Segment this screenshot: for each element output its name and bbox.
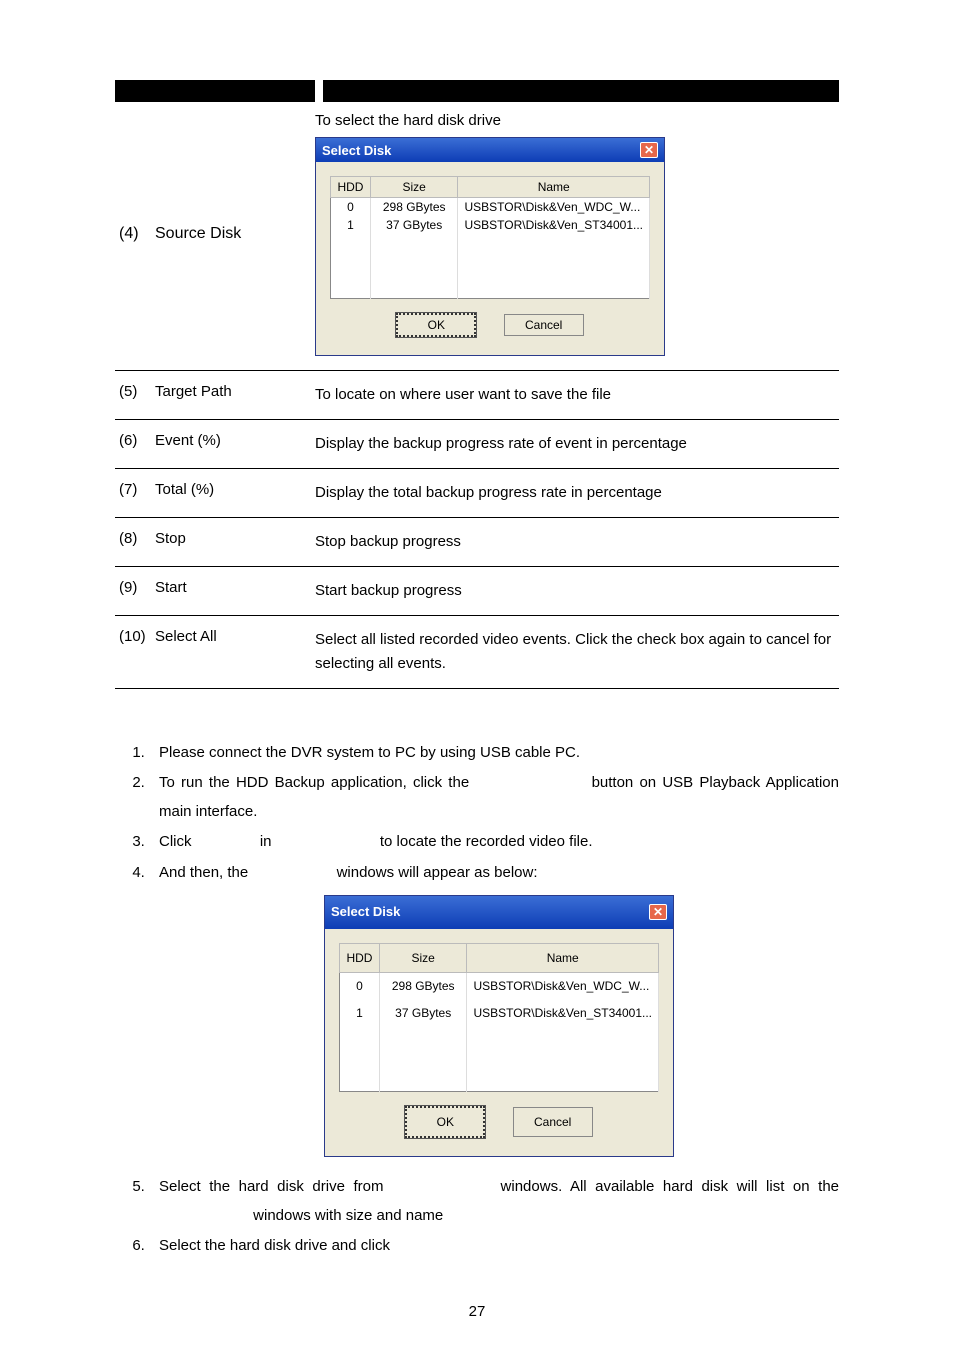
def-label: Stop (155, 530, 315, 554)
def-num: (5) (115, 383, 155, 407)
def-desc: To locate on where user want to save the… (315, 383, 839, 407)
step-4: And then, the windows will appear as bel… (149, 859, 839, 1158)
select-disk-dialog: Select Disk ✕ HDD Size Name 0 298 GBytes (315, 137, 665, 356)
def-num: (9) (115, 579, 155, 603)
step-6: Select the hard disk drive and click (149, 1232, 839, 1261)
table-row[interactable]: 0 298 GBytes USBSTOR\Disk&Ven_WDC_W... (331, 198, 650, 217)
col-size[interactable]: Size (370, 177, 458, 198)
def-desc: Start backup progress (315, 579, 839, 603)
table-row[interactable]: 1 37 GBytes USBSTOR\Disk&Ven_ST34001... (340, 1000, 659, 1027)
cancel-button[interactable]: Cancel (513, 1107, 593, 1138)
step-3: Click in to locate the recorded video fi… (149, 828, 839, 857)
ok-button[interactable]: OK (396, 313, 476, 337)
definition-row-4: (4) Source Disk To select the hard disk … (115, 112, 839, 371)
step-5: Select the hard disk drive from windows.… (149, 1173, 839, 1230)
page-number: 27 (0, 1303, 954, 1320)
def-label: Target Path (155, 383, 315, 407)
definition-row: (6)Event (%)Display the backup progress … (115, 420, 839, 469)
table-row[interactable]: 0 298 GBytes USBSTOR\Disk&Ven_WDC_W... (340, 973, 659, 1000)
def-label: Source Disk (155, 225, 241, 243)
def-num: (8) (115, 530, 155, 554)
cancel-button[interactable]: Cancel (504, 314, 584, 336)
source-disk-caption: To select the hard disk drive (315, 112, 839, 129)
close-icon[interactable]: ✕ (649, 904, 667, 920)
select-disk-dialog-2: Select Disk ✕ HDD Size Name 0 298 GBytes (324, 895, 674, 1157)
def-label: Start (155, 579, 315, 603)
def-num: (7) (115, 481, 155, 505)
ok-button[interactable]: OK (405, 1106, 485, 1139)
table-row[interactable]: 1 37 GBytes USBSTOR\Disk&Ven_ST34001... (331, 216, 650, 234)
def-num: (4) (115, 225, 155, 243)
col-name[interactable]: Name (458, 177, 650, 198)
def-desc: Stop backup progress (315, 530, 839, 554)
definition-row: (8)StopStop backup progress (115, 518, 839, 567)
disk-table: HDD Size Name 0 298 GBytes USBSTOR\Disk&… (330, 176, 650, 299)
def-num: (10) (115, 628, 155, 676)
col-hdd[interactable]: HDD (331, 177, 371, 198)
dialog-title: Select Disk (322, 143, 391, 158)
step-2: To run the HDD Backup application, click… (149, 769, 839, 826)
header-black-bar (115, 80, 839, 102)
def-label: Select All (155, 628, 315, 676)
def-desc: Display the total backup progress rate i… (315, 481, 839, 505)
steps-list: Please connect the DVR system to PC by u… (115, 739, 839, 1261)
def-label: Total (%) (155, 481, 315, 505)
def-desc: Select all listed recorded video events.… (315, 628, 839, 676)
def-desc: Display the backup progress rate of even… (315, 432, 839, 456)
close-icon[interactable]: ✕ (640, 142, 658, 158)
definition-row: (9)StartStart backup progress (115, 567, 839, 616)
definition-row: (10)Select AllSelect all listed recorded… (115, 616, 839, 689)
definition-row: (5)Target PathTo locate on where user wa… (115, 371, 839, 420)
def-num: (6) (115, 432, 155, 456)
disk-table: HDD Size Name 0 298 GBytes USBSTOR\Disk&… (339, 943, 659, 1092)
dialog-title: Select Disk (331, 900, 400, 925)
definition-row: (7)Total (%)Display the total backup pro… (115, 469, 839, 518)
step-1: Please connect the DVR system to PC by u… (149, 739, 839, 768)
def-label: Event (%) (155, 432, 315, 456)
